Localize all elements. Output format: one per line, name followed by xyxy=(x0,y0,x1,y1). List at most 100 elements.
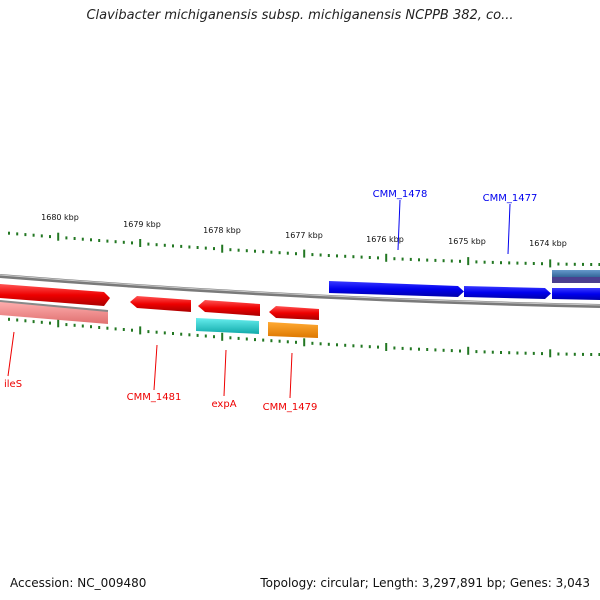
major-tick xyxy=(467,346,470,355)
minor-tick xyxy=(590,263,593,266)
minor-tick xyxy=(557,352,560,356)
minor-tick xyxy=(368,345,371,349)
minor-tick xyxy=(213,335,215,339)
major-tick xyxy=(57,319,60,328)
major-tick xyxy=(467,257,470,266)
minor-tick xyxy=(32,233,35,237)
minor-tick xyxy=(98,326,101,329)
tick-label-1679: 1679 kbp xyxy=(123,220,161,229)
rna-feature[interactable] xyxy=(196,318,259,334)
minor-tick xyxy=(409,257,412,261)
minor-tick xyxy=(475,350,478,354)
minor-tick xyxy=(188,245,191,249)
major-tick xyxy=(139,239,142,247)
gene-label-cmm-1478[interactable]: CMM_1478 xyxy=(373,189,428,200)
minor-tick xyxy=(106,239,109,243)
minor-tick xyxy=(311,253,314,257)
gene-label-cmm-1477[interactable]: CMM_1477 xyxy=(483,193,538,204)
minor-tick xyxy=(213,247,215,251)
minor-tick xyxy=(483,260,486,264)
minor-tick xyxy=(237,336,240,340)
gene-label-exp-a[interactable]: expA xyxy=(211,399,236,410)
minor-tick xyxy=(196,246,199,249)
major-tick xyxy=(385,253,388,262)
forward-gene-right[interactable] xyxy=(552,288,600,300)
minor-tick xyxy=(327,342,330,346)
minor-tick xyxy=(344,254,347,258)
accession-text: Accession: NC_009480 xyxy=(10,576,147,590)
minor-tick xyxy=(24,233,27,237)
major-tick xyxy=(549,349,552,358)
minor-tick xyxy=(352,344,355,348)
leader-cmm-1477 xyxy=(507,203,511,255)
minor-tick xyxy=(295,340,297,344)
minor-tick xyxy=(352,255,355,259)
reverse-gene-ile-s[interactable] xyxy=(0,284,110,306)
minor-tick xyxy=(114,327,117,331)
minor-tick xyxy=(40,234,43,238)
minor-tick xyxy=(270,250,273,254)
leader-cmm-1478 xyxy=(397,199,401,251)
genome-backbone xyxy=(0,274,600,308)
gene-label-ile-s[interactable]: ileS xyxy=(4,379,22,390)
minor-tick xyxy=(508,351,511,355)
minor-tick xyxy=(516,351,519,355)
minor-tick xyxy=(90,238,92,242)
minor-tick xyxy=(360,255,363,259)
minor-tick xyxy=(172,244,174,248)
minor-tick xyxy=(278,251,281,255)
forward-gene-cmm-1478[interactable] xyxy=(329,281,464,297)
genome-stats-text: Topology: circular; Length: 3,297,891 bp… xyxy=(260,576,590,590)
major-tick xyxy=(221,244,224,253)
minor-tick xyxy=(360,344,363,348)
tick-label-1675: 1675 kbp xyxy=(448,237,486,246)
minor-tick xyxy=(155,330,158,334)
minor-tick xyxy=(172,332,174,335)
minor-tick xyxy=(16,232,19,236)
minor-tick xyxy=(180,332,183,336)
map-title: Clavibacter michiganensis subsp. michiga… xyxy=(86,8,514,23)
minor-tick xyxy=(24,319,27,323)
minor-tick xyxy=(541,352,543,356)
minor-tick xyxy=(434,258,437,262)
minor-tick xyxy=(327,254,330,257)
minor-tick xyxy=(442,259,445,263)
tick-label-1680: 1680 kbp xyxy=(41,213,79,222)
reverse-gene-cmm-1479[interactable] xyxy=(269,306,319,320)
minor-tick xyxy=(368,256,371,259)
minor-tick xyxy=(229,336,232,340)
minor-tick xyxy=(8,317,10,321)
minor-tick xyxy=(393,257,396,261)
minor-tick xyxy=(483,350,486,354)
minor-tick xyxy=(114,240,117,244)
minor-tick xyxy=(418,347,420,351)
minor-tick xyxy=(270,339,273,343)
minor-tick xyxy=(377,345,379,349)
minor-tick xyxy=(122,240,125,244)
reverse-gene-cmm-1481[interactable] xyxy=(130,296,191,312)
major-tick xyxy=(139,326,142,335)
minor-tick xyxy=(590,353,593,356)
major-tick xyxy=(549,259,552,268)
minor-tick xyxy=(204,334,207,338)
minor-tick xyxy=(557,262,560,266)
forward-other-feature[interactable] xyxy=(552,270,600,283)
forward-gene-cmm-1477[interactable] xyxy=(464,286,551,299)
minor-tick xyxy=(131,241,133,245)
minor-tick xyxy=(516,261,519,265)
minor-tick xyxy=(81,324,84,328)
minor-tick xyxy=(409,347,412,351)
other-feature[interactable] xyxy=(268,322,318,338)
minor-tick xyxy=(229,248,232,252)
minor-tick xyxy=(65,323,68,327)
reverse-gene-ile-s-copy[interactable] xyxy=(0,300,109,324)
gene-label-cmm-1481[interactable]: CMM_1481 xyxy=(127,392,182,403)
minor-tick xyxy=(532,351,535,355)
gene-label-cmm-1479[interactable]: CMM_1479 xyxy=(263,402,318,413)
minor-tick xyxy=(336,254,338,258)
minor-tick xyxy=(500,261,502,265)
reverse-gene-exp-a[interactable] xyxy=(198,300,260,316)
minor-tick xyxy=(311,341,314,345)
minor-tick xyxy=(336,343,338,347)
minor-tick xyxy=(122,328,125,331)
